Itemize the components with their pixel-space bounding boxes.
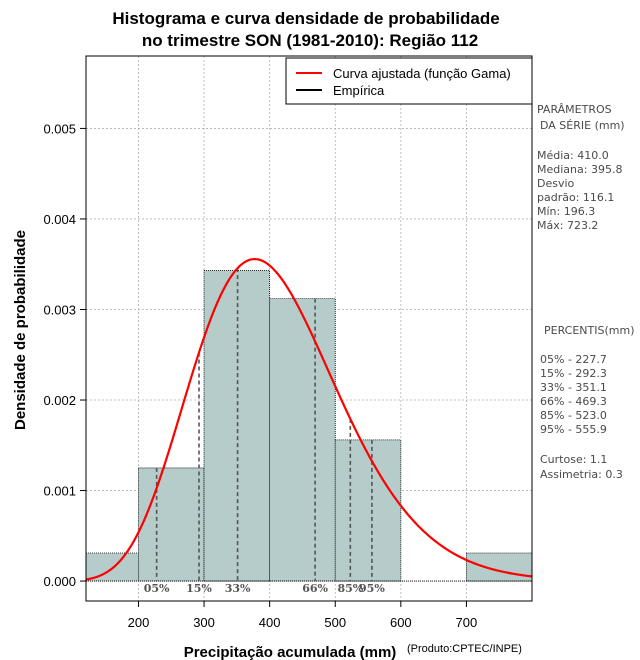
percentile-labels: 05% 15% 33% 66% 85%95% [144, 582, 386, 595]
percentile-label: 66% [302, 582, 328, 595]
series-parameters-panel: PARÂMETROS DA SÉRIE (mm) Média: 410.0 Me… [537, 103, 625, 232]
shape-line: Curtose: 1.1 [540, 453, 607, 466]
percentile-line: 15% - 292.3 [540, 367, 607, 380]
legend-label-curve: Curva ajustada (função Gama) [333, 66, 511, 81]
y-tick-label: 0.005 [43, 121, 76, 136]
stat-line: Mín: 196.3 [537, 205, 595, 218]
parameters-header-line2: DA SÉRIE (mm) [540, 119, 625, 132]
percentile-lines [155, 268, 373, 582]
percentile-line: 95% - 555.9 [540, 423, 607, 436]
gamma-curve [85, 257, 533, 581]
stat-line: Desvio [537, 177, 575, 190]
x-tick-label: 300 [193, 615, 215, 630]
stat-line: padrão: 116.1 [537, 191, 614, 204]
y-tick-label: 0.000 [43, 574, 76, 589]
axes: 200 300 400 500 600 700 0.000 0.001 0.002 0.003 0.… [43, 121, 477, 630]
stat-line: Mediana: 395.8 [537, 163, 622, 176]
histogram-bars [85, 270, 533, 582]
y-tick-label: 0.004 [43, 212, 76, 227]
credit-label: (Produto:CPTEC/INPE) [407, 643, 522, 655]
stat-line: Média: 410.0 [537, 149, 609, 162]
x-axis-label: Precipitação acumulada (mm) [184, 644, 397, 660]
x-tick-label: 400 [259, 615, 281, 630]
percentile-line: 66% - 469.3 [540, 395, 607, 408]
percentile-label: 15% [186, 582, 212, 595]
legend: Curva ajustada (função Gama) Empírica [285, 57, 533, 105]
chart-title-line1: Histograma e curva densidade de probabil… [112, 9, 499, 28]
histogram-bar [466, 552, 533, 582]
plot-frame [85, 55, 533, 602]
x-tick-label: 700 [456, 615, 478, 630]
stat-line: Máx: 723.2 [537, 219, 598, 232]
legend-label-empirical: Empírica [333, 83, 385, 98]
x-tick-label: 500 [324, 615, 346, 630]
percentiles-header: PERCENTIS(mm) [544, 324, 635, 337]
chart-title-line2: no trimestre SON (1981-2010): Região 112 [142, 31, 478, 50]
histogram-bar [138, 467, 205, 582]
gamma-curve-line [85, 257, 533, 581]
shape-line: Assimetria: 0.3 [540, 468, 623, 481]
x-tick-label: 600 [390, 615, 412, 630]
histogram-bar [334, 439, 402, 582]
parameters-header-line1: PARÂMETROS [537, 103, 612, 116]
percentile-label: 33% [225, 582, 251, 595]
histogram-bar [269, 298, 336, 582]
y-tick-label: 0.003 [43, 302, 76, 317]
legend-box [285, 57, 533, 105]
percentile-label: 85% [337, 582, 363, 595]
y-tick-label: 0.001 [43, 484, 76, 499]
percentile-label: 05% [144, 582, 170, 595]
percentile-label: 95% [359, 582, 385, 595]
percentile-line: 85% - 523.0 [540, 409, 607, 422]
y-axis-label: Densidade de probabilidade [12, 230, 29, 430]
percentile-line: 05% - 227.7 [540, 353, 607, 366]
y-tick-label: 0.002 [43, 393, 76, 408]
x-tick-label: 200 [128, 615, 150, 630]
percentile-line: 33% - 351.1 [540, 381, 607, 394]
percentiles-panel: PERCENTIS(mm) 05% - 227.7 15% - 292.3 33… [540, 324, 635, 481]
